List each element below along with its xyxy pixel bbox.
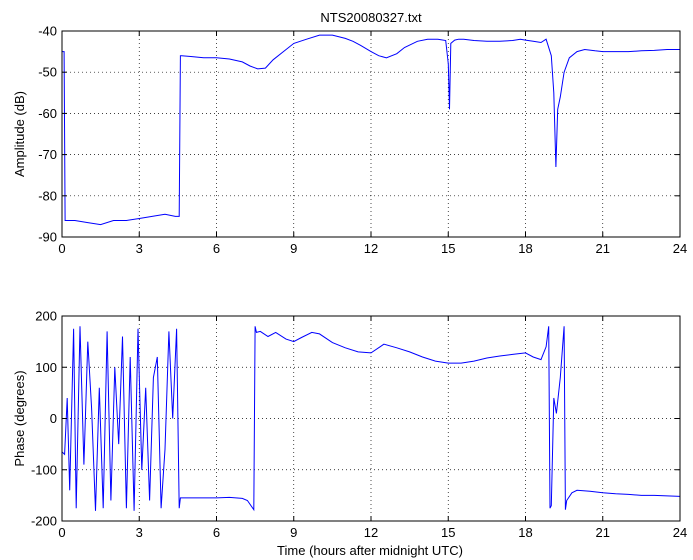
y-axis-label: Phase (degrees) (12, 370, 27, 466)
y-tick-label: 200 (35, 309, 57, 324)
y-tick-label: -70 (38, 147, 57, 162)
axes-frame (61, 30, 681, 238)
x-tick-label: 3 (136, 241, 143, 256)
x-tick-label: 18 (518, 241, 532, 256)
x-axis-label: Time (hours after midnight UTC) (277, 543, 463, 558)
data-series-line (62, 34, 680, 226)
y-tick-label: -200 (31, 514, 57, 529)
figure-title: NTS20080327.txt (320, 10, 422, 25)
y-tick-label: -60 (38, 106, 57, 121)
phase-plot: 0 3 6 9 12 15 18 21 24 -200 -100 0 100 200 Phase (degr… (12, 309, 687, 541)
x-tick-label: 21 (596, 241, 610, 256)
y-tick-label: -100 (31, 462, 57, 477)
x-tick-label: 0 (58, 241, 65, 256)
x-tick-label: 15 (441, 525, 455, 540)
y-tick-label: 0 (50, 411, 57, 426)
y-tick-label: -90 (38, 230, 57, 245)
x-tick-label: 12 (364, 525, 378, 540)
y-tick-label: -80 (38, 188, 57, 203)
y-tick-label: -50 (38, 65, 57, 80)
x-tick-label: 3 (136, 525, 143, 540)
x-tick-label: 24 (673, 241, 687, 256)
x-tick-label: 12 (364, 241, 378, 256)
x-tick-label: 9 (290, 241, 297, 256)
x-tick-label: 15 (441, 241, 455, 256)
x-tick-label: 9 (290, 525, 297, 540)
x-tick-label: 18 (518, 525, 532, 540)
data-series-line (61, 326, 681, 512)
y-tick-label: 100 (35, 360, 57, 375)
x-tick-label: 6 (213, 525, 220, 540)
y-axis-label: Amplitude (dB) (12, 91, 27, 177)
x-tick-label: 6 (213, 241, 220, 256)
x-tick-label: 24 (673, 525, 687, 540)
y-tick-label: -40 (38, 24, 57, 39)
amplitude-plot: 0 3 6 9 12 15 18 21 24 -90 -80 -70 -60 -50 -40 Amplitud… (12, 24, 687, 257)
x-tick-label: 0 (58, 525, 65, 540)
x-tick-label: 21 (596, 525, 610, 540)
